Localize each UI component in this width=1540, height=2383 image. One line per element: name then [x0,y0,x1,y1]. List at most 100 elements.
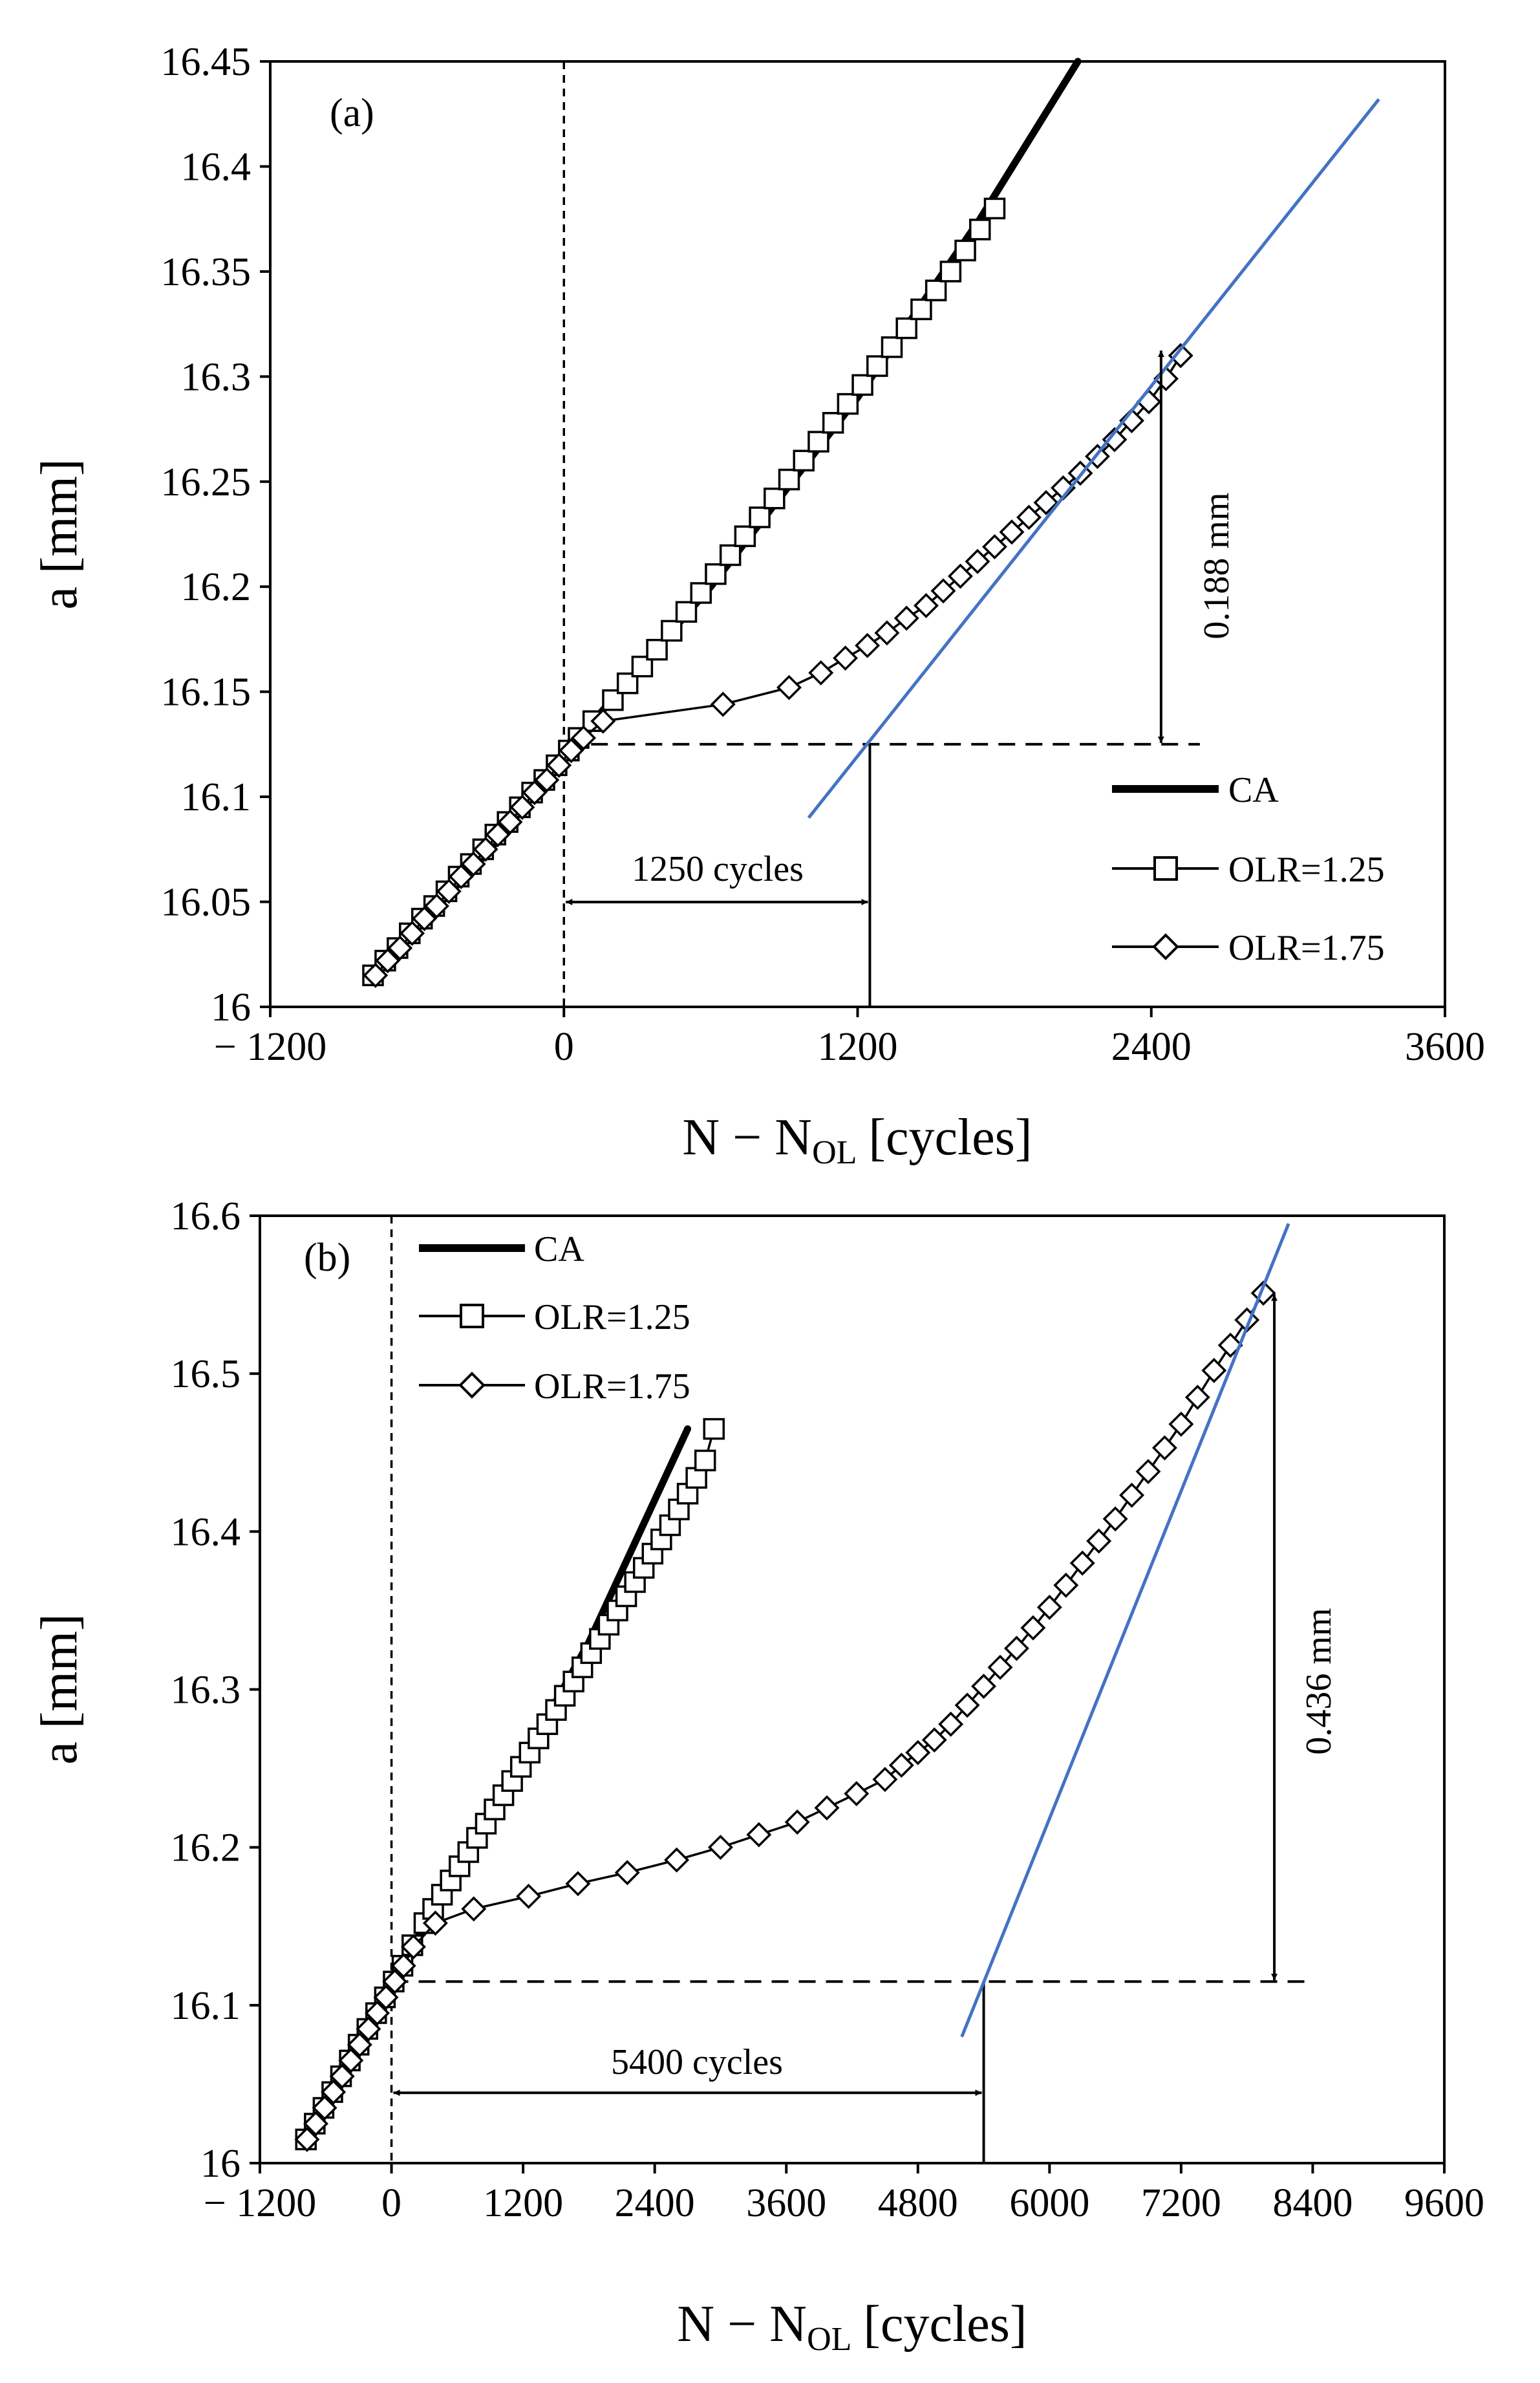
y-tick-label: 16.45 [161,40,251,84]
data-point-square [661,620,683,642]
y-axis-title-b: a [mm] [31,1613,88,1764]
legend-b-ca-label: CA [534,1229,584,1269]
data-point-diamond [982,534,1007,559]
data-point-diamond [375,948,401,973]
data-point-square [881,336,903,358]
data-point-diamond [971,1674,997,1699]
legend-b: CA OLR=1.25 OLR=1.75 [419,1229,690,1407]
data-point-diamond [497,809,523,835]
y-tick-label: 16.05 [161,881,251,925]
data-point-diamond [365,2000,390,2026]
x-axis-title-b-main: N − N [677,2296,807,2353]
data-point-diamond [356,2016,381,2042]
data-point-diamond [294,2126,320,2152]
tangent-line [807,98,1380,819]
data-point-diamond [363,962,389,988]
data-point-square [866,355,888,377]
data-point-square [925,279,947,301]
chart-panel-a: − 1200 0 1200 2400 3600 16 16.05 16.1 16.15 16.2… [31,40,1485,1171]
x-tick-label: 1200 [483,2181,563,2225]
annotations-a [566,350,1164,905]
x-tick-label: 1200 [818,1025,898,1069]
y-tick-label: 16 [211,986,251,1030]
x-ticks-b: − 1200 0 1200 2400 3600 4800 6000 7200 8400 9600 [204,2163,1484,2225]
data-point-square [895,317,917,340]
legend-a: CA OLR=1.25 OLR=1.75 [1112,770,1385,968]
data-point-diamond [1053,1572,1079,1598]
x-axis-title-a-main: N − N [682,1109,812,1166]
data-point-diamond [460,851,486,877]
y-tick-label: 16.4 [171,1510,241,1554]
data-point-diamond [776,674,802,700]
data-point-square [675,601,698,623]
y-tick-label: 16.3 [181,355,251,399]
data-point-diamond [303,2111,328,2137]
x-tick-label: 0 [381,2181,401,2225]
y-tick-label: 16.6 [171,1194,241,1238]
reference-lines-b [391,1980,1314,2163]
data-point-diamond [509,794,535,820]
data-point-square [793,449,815,472]
data-point-square [694,1449,716,1472]
y-tick-label: 16.1 [181,775,251,819]
data-point-diamond [1069,1550,1095,1576]
data-point-diamond [1036,1595,1062,1621]
data-point-diamond [905,1740,931,1765]
legend-b-olr175-label: OLR=1.75 [534,1366,690,1407]
data-point-diamond [516,1883,542,1909]
plot-area-a [269,60,1446,1008]
data-point-diamond [874,620,900,646]
data-point-diamond [664,1847,690,1873]
delay-label-a: 1250 cycles [632,849,804,889]
y-tick-label: 16.2 [181,565,251,609]
data-point-diamond [614,1860,640,1886]
x-tick-label: 3600 [746,2181,826,2225]
data-point-square [954,239,976,262]
tangent-line-b [960,1223,1290,2038]
data-point-diamond [844,1781,870,1807]
data-point-diamond [1102,427,1128,453]
x-ticks-a: − 1200 0 1200 2400 3600 [214,1007,1485,1069]
data-point-diamond [347,2032,372,2058]
data-point-diamond [382,1968,408,1994]
legend-a-olr125-marker [1153,856,1178,881]
data-point-diamond [390,1953,416,1979]
data-point-diamond [1020,1615,1046,1641]
data-point-diamond [338,2047,364,2073]
legend-b-olr125-marker [460,1304,484,1328]
data-point-diamond [1003,1635,1029,1661]
data-point-diamond [1151,1435,1177,1461]
y-tick-label: 16.25 [161,460,251,504]
y-tick-label: 16.1 [171,1984,241,2028]
data-point-diamond [546,752,572,778]
data-point-diamond [914,592,939,618]
data-point-square [734,525,756,547]
data-point-square [969,219,991,241]
data-point-diamond [423,893,449,919]
x-axis-title-b: N − NOL [cycles] [677,2296,1027,2358]
y-tick-label: 16.3 [171,1668,241,1712]
data-point-diamond [948,563,973,589]
data-point-diamond [888,1752,914,1778]
data-point-diamond [448,864,474,890]
data-point-diamond [473,836,498,862]
data-point-diamond [534,767,560,793]
data-point-diamond [559,738,584,764]
data-point-diamond [999,519,1025,545]
legend-b-olr175-marker [458,1372,486,1399]
x-tick-label: 2400 [615,2181,695,2225]
data-point-square [705,563,727,585]
annotations-b [393,1294,1278,2097]
data-point-diamond [833,645,859,671]
y-tick-label: 16.5 [171,1352,241,1396]
chart-panel-b: − 1200 0 1200 2400 3600 4800 6000 7200 8400 9600 … [31,1194,1484,2358]
data-point-square [910,298,932,321]
x-axis-title-b-unit: [cycles] [863,2296,1027,2353]
x-axis-title-a: N − NOL [cycles] [682,1109,1032,1171]
x-tick-label: − 1200 [214,1025,326,1069]
data-point-diamond [1086,1528,1112,1554]
data-point-diamond [938,1711,964,1737]
data-point-diamond [814,1795,840,1821]
tangent-line [960,1223,1290,2038]
